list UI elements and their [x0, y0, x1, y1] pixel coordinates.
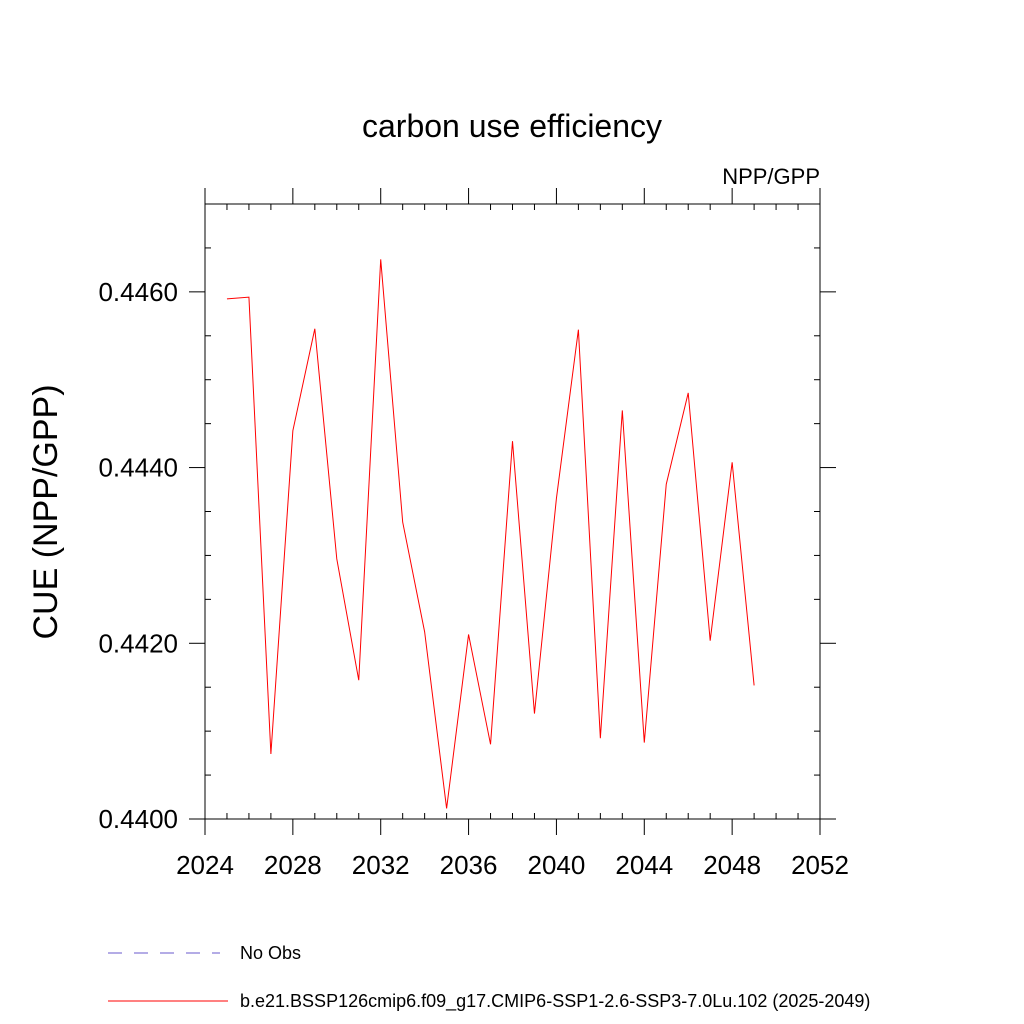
- x-tick-label: 2048: [703, 850, 761, 880]
- x-tick-label: 2036: [440, 850, 498, 880]
- tick-labels: 2024 2028 2032 2036 2040 2044 2048 2052 0.4400 0.…: [98, 277, 848, 880]
- series-line: [226, 259, 755, 809]
- plot-frame: [204, 203, 821, 820]
- y-tick-label: 0.4400: [98, 804, 178, 834]
- x-tick-label: 2032: [352, 850, 410, 880]
- legend: No Obs b.e21.BSSP126cmip6.f09_g17.CMIP6-…: [108, 943, 870, 1012]
- y-tick-label: 0.4420: [98, 628, 178, 658]
- y-tick-label: 0.4460: [98, 277, 178, 307]
- x-tick-label: 2028: [264, 850, 322, 880]
- chart-subtitle: NPP/GPP: [722, 164, 820, 189]
- chart-title: carbon use efficiency: [362, 108, 662, 144]
- x-tick-label: 2052: [791, 850, 849, 880]
- x-tick-label: 2040: [528, 850, 586, 880]
- y-axis-label: CUE (NPP/GPP): [27, 384, 65, 639]
- x-tick-label: 2044: [615, 850, 673, 880]
- legend-label-model: b.e21.BSSP126cmip6.f09_g17.CMIP6-SSP1-2.…: [240, 991, 870, 1012]
- series-layer: [226, 259, 755, 809]
- y-tick-label: 0.4440: [98, 453, 178, 483]
- legend-label-no-obs: No Obs: [240, 943, 301, 963]
- x-tick-label: 2024: [176, 850, 234, 880]
- axis-ticks: [189, 188, 836, 835]
